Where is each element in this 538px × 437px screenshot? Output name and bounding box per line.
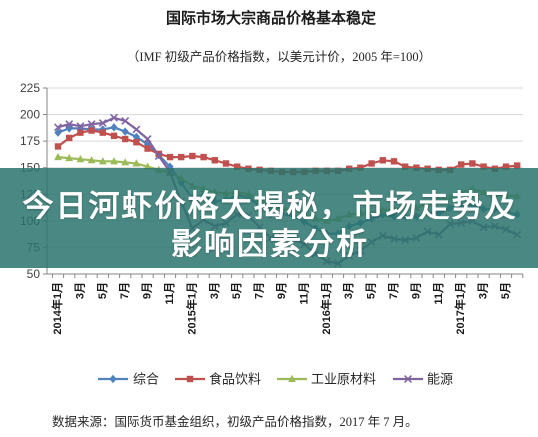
- data-point-food-beverage: [379, 157, 386, 164]
- data-point-food-beverage: [144, 145, 151, 152]
- data-point-industrial-inputs: [54, 152, 62, 161]
- legend-label-food-beverage: 食品饮料: [209, 372, 261, 387]
- legend-marker-industrial-inputs: [288, 374, 296, 382]
- data-point-industrial-inputs: [87, 156, 96, 164]
- data-point-food-beverage: [155, 150, 162, 158]
- data-point-food-beverage: [514, 162, 521, 169]
- data-point-food-beverage: [502, 163, 510, 170]
- x-tick-label: 9月: [275, 282, 288, 299]
- y-tick-label: 225: [20, 81, 40, 95]
- data-point-industrial-inputs: [143, 162, 152, 170]
- y-tick-label: 200: [20, 108, 40, 122]
- data-point-industrial-inputs: [98, 157, 107, 165]
- data-point-composite: [166, 162, 174, 171]
- data-point-energy: [87, 120, 96, 129]
- data-point-food-beverage: [166, 153, 174, 161]
- x-tick-label: 7月: [387, 282, 400, 299]
- data-point-food-beverage: [234, 163, 241, 170]
- x-tick-label: 9月: [141, 282, 154, 299]
- x-tick-label: 5月: [499, 282, 512, 299]
- data-point-industrial-inputs: [110, 157, 118, 165]
- x-tick-label: 5月: [230, 282, 243, 299]
- data-point-food-beverage: [133, 139, 140, 146]
- chart-subtitle: （IMF 初级产品价格指数，以美元计价，2005 年=100）: [127, 49, 431, 64]
- data-point-food-beverage: [368, 160, 375, 167]
- data-point-energy: [98, 119, 107, 128]
- legend-label-energy: 能源: [427, 372, 453, 387]
- data-point-energy: [143, 135, 152, 143]
- legend-item-composite: 综合: [98, 372, 159, 387]
- data-point-food-beverage: [402, 163, 409, 170]
- data-point-energy: [54, 123, 62, 132]
- x-tick-label: 5月: [96, 282, 109, 299]
- y-tick-label: 50: [27, 267, 41, 281]
- data-point-food-beverage: [211, 157, 218, 164]
- x-tick-label: 2014年1月: [50, 282, 64, 335]
- x-tick-label: 3月: [73, 282, 86, 299]
- data-point-food-beverage: [54, 143, 62, 150]
- x-tick-label: 7月: [118, 282, 131, 299]
- data-point-industrial-inputs: [132, 159, 141, 167]
- data-point-food-beverage: [66, 134, 73, 142]
- data-point-food-beverage: [110, 132, 118, 140]
- data-point-energy: [132, 125, 141, 134]
- headline-line-1: 今日河虾价格大揭秘，市场走势及: [22, 189, 518, 219]
- legend-marker-energy: [404, 375, 412, 383]
- data-point-industrial-inputs: [121, 158, 130, 166]
- x-tick-label: 2015年1月: [184, 282, 198, 335]
- data-point-food-beverage: [357, 164, 364, 171]
- data-point-food-beverage: [469, 160, 476, 167]
- data-point-food-beverage: [88, 127, 95, 134]
- legend: 综合 食品饮料 工业原材料 能源: [98, 372, 453, 387]
- data-point-composite: [132, 132, 140, 142]
- legend-item-food-beverage: 食品饮料: [175, 372, 261, 387]
- data-point-composite: [110, 123, 118, 132]
- legend-label-composite: 综合: [133, 372, 159, 387]
- data-point-energy: [110, 113, 118, 122]
- data-point-industrial-inputs: [76, 155, 85, 163]
- data-point-energy: [121, 116, 130, 125]
- data-point-composite: [54, 128, 62, 137]
- data-point-food-beverage: [480, 163, 487, 170]
- data-point-food-beverage: [99, 129, 106, 136]
- data-point-food-beverage: [458, 161, 465, 168]
- headline-banner: 今日河虾价格大揭秘，市场走势及 影响因素分析: [0, 168, 538, 268]
- x-tick-label: 2016年1月: [319, 282, 333, 335]
- data-point-energy: [65, 120, 74, 129]
- y-tick-label: 175: [20, 134, 40, 148]
- legend-label-industrial-inputs: 工业原材料: [311, 372, 376, 387]
- data-point-food-beverage: [413, 164, 420, 171]
- x-tick-label: 3月: [208, 282, 221, 299]
- source-note: 数据来源：国际货币基金组织，初级产品价格指数，2017 年 7 月。: [52, 414, 418, 429]
- data-point-food-beverage: [77, 129, 84, 136]
- data-point-food-beverage: [122, 135, 129, 143]
- x-tick-label: 5月: [365, 282, 378, 299]
- data-point-industrial-inputs: [65, 153, 74, 162]
- x-tick-label: 9月: [409, 282, 422, 299]
- headline-line-2: 影响因素分析: [171, 227, 369, 257]
- x-tick-label: 7月: [253, 282, 266, 299]
- legend-marker-composite: [109, 374, 117, 384]
- x-axis-tick-labels: 2014年1月 3月 5月 7月 9月 11月 2015年1月 3月 5月 7月 9月 11月 2016…: [50, 282, 512, 335]
- data-point-energy: [154, 152, 163, 160]
- x-tick-label: 11月: [297, 282, 310, 305]
- x-tick-label: 3月: [477, 282, 490, 299]
- legend-item-energy: 能源: [393, 372, 453, 387]
- x-tick-label: 11月: [163, 282, 176, 305]
- chart-title: 国际市场大宗商品价格基本稳定: [166, 9, 376, 27]
- data-point-food-beverage: [390, 158, 398, 165]
- data-point-food-beverage: [200, 153, 207, 161]
- legend-item-industrial-inputs: 工业原材料: [277, 372, 376, 387]
- data-point-composite: [121, 127, 129, 136]
- data-point-food-beverage: [189, 152, 196, 160]
- x-tick-label: 11月: [432, 282, 445, 305]
- x-tick-label: 2017年1月: [453, 282, 467, 335]
- data-point-food-beverage: [178, 153, 185, 161]
- data-point-energy: [76, 122, 85, 131]
- data-point-food-beverage: [222, 160, 230, 167]
- legend-marker-food-beverage: [186, 375, 194, 383]
- x-tick-label: 3月: [342, 282, 355, 299]
